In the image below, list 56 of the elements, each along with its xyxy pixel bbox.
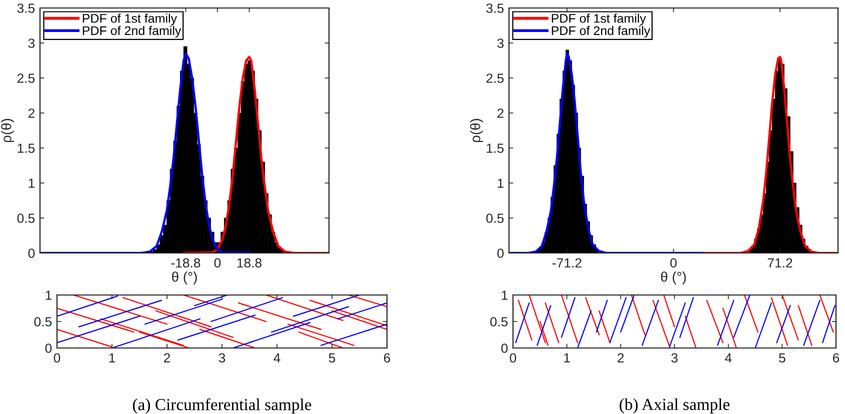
x-tick-label: 1 (564, 353, 570, 362)
x-tick-label: 2 (618, 353, 624, 362)
y-tick-label: 3 (497, 38, 504, 48)
x-tick-label: 0 (214, 258, 221, 268)
legend-label: PDF of 1st family (552, 14, 646, 26)
x-axis-title: θ (°) (661, 272, 686, 284)
y-tick-label: 2 (497, 108, 504, 118)
x-tick-label: 6 (833, 353, 840, 363)
x-tick-label: 18.8 (237, 258, 262, 268)
legend-label: PDF of 2nd family (82, 26, 182, 38)
y-tick-label: 2 (28, 108, 34, 118)
x-tick-label: 6 (384, 353, 390, 363)
line-series (40, 52, 252, 253)
y-tick-label: 0 (497, 248, 504, 258)
x-tick-label: 3 (218, 353, 226, 363)
legend-label: PDF of 1st family (82, 14, 178, 26)
x-tick-label: 0 (670, 258, 677, 268)
x-tick-label: -71.2 (552, 258, 582, 268)
y-tick-label: 0.5 (34, 317, 52, 326)
y-tick-label: 0 (501, 344, 508, 353)
legend-label: PDF of 2nd family (552, 26, 650, 38)
y-tick-label: 1 (498, 178, 504, 188)
y-tick-label: 0 (28, 248, 35, 258)
y-tick-label: 0.5 (486, 214, 504, 223)
y-tick-label: 2.5 (17, 74, 35, 83)
y-tick-label: 1 (46, 290, 52, 300)
y-tick-label: 1.5 (486, 144, 504, 153)
y-tick-label: 1 (28, 178, 34, 188)
y-tick-label: 1.5 (18, 144, 35, 153)
x-tick-label: 0 (54, 353, 60, 363)
x-tick-label: 4 (724, 353, 732, 362)
x-tick-label: 1 (109, 353, 116, 362)
x-tick-label: 71.2 (768, 258, 792, 268)
y-tick-label: 2.5 (486, 74, 504, 83)
text: (a) Circumferential sample (132, 398, 312, 414)
x-tick-label: 0 (510, 353, 516, 363)
y-tick-label: 3 (28, 38, 35, 48)
y-tick-label: 3.5 (486, 4, 504, 13)
y-tick-label: 3.5 (17, 4, 35, 13)
x-tick-label: 2 (164, 353, 170, 362)
y-tick-label: 0.5 (17, 214, 35, 223)
x-tick-label: -18.8 (171, 258, 200, 268)
line-series (182, 56, 329, 253)
line-series (509, 52, 705, 253)
x-tick-label: 4 (274, 353, 280, 362)
x-tick-label: 5 (779, 353, 786, 363)
line-series (702, 56, 838, 253)
y-axis-title: ρ(θ) (1, 118, 14, 142)
y-tick-label: 1 (502, 290, 508, 300)
x-tick-label: 3 (671, 353, 678, 363)
y-axis-title: ρ(θ) (470, 118, 484, 142)
x-tick-label: 5 (328, 353, 336, 363)
y-tick-label: 0 (45, 344, 52, 353)
text: (b) Axial sample (620, 398, 730, 414)
x-axis-title: θ (°) (172, 272, 197, 284)
y-tick-label: 0.5 (490, 317, 508, 326)
